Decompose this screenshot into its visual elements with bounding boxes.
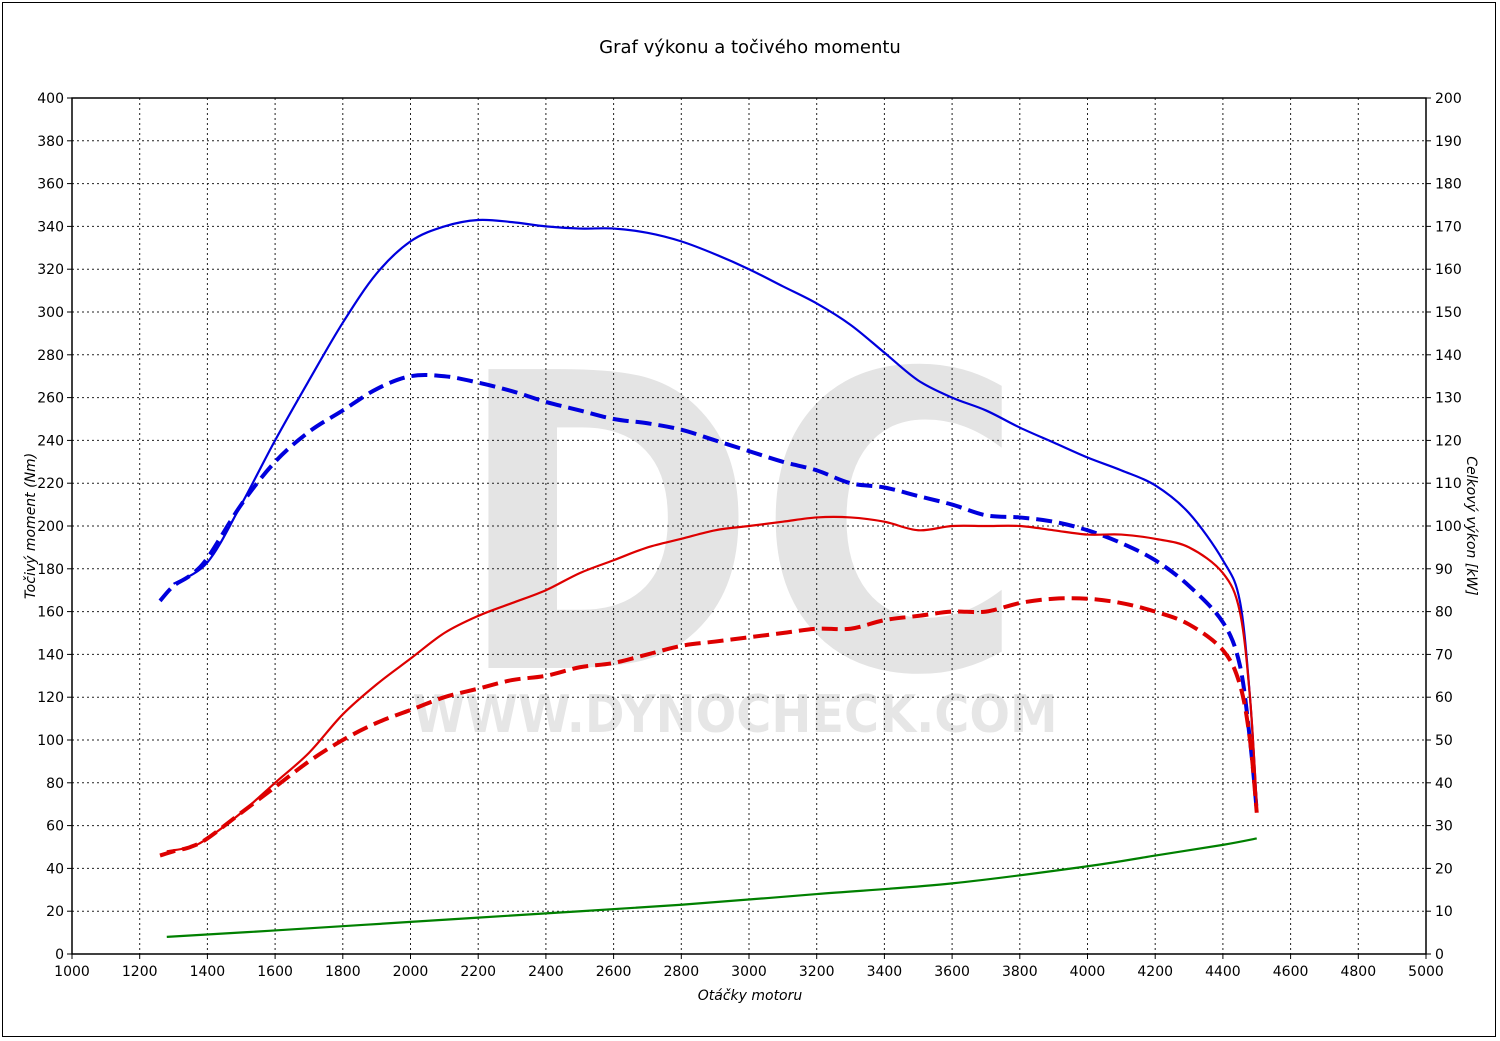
y-right-tick-label: 0 (1435, 947, 1444, 963)
y-left-tick-label: 280 (37, 348, 64, 364)
y-right-tick-label: 170 (1435, 219, 1462, 235)
y-right-tick-label: 180 (1435, 177, 1462, 193)
power-tuned-line (166, 515, 1258, 853)
y-right-tick-label: 150 (1435, 305, 1462, 321)
y-right-tick-label: 190 (1435, 134, 1462, 150)
x-tick-label: 2000 (393, 964, 429, 980)
x-tick-label: 5000 (1408, 964, 1444, 980)
dynocheck-watermark: DC WWW.DYNOCHECK.COM (413, 287, 1058, 765)
x-tick-label: 2200 (460, 964, 496, 980)
x-tick-label: 4800 (1340, 964, 1376, 980)
y-right-tick-label: 70 (1435, 647, 1453, 663)
x-tick-label: 4000 (1070, 964, 1106, 980)
chart-title: Graf výkonu a točivého momentu (599, 37, 901, 58)
y-left-tick-label: 160 (37, 605, 64, 621)
y-right-tick-label: 40 (1435, 776, 1453, 792)
axes: 1000 1200 1400 1600 1800 2000 2200 2400 2600 2800… (37, 91, 1461, 980)
x-tick-label: 1400 (190, 964, 226, 980)
y-right-tick-label: 90 (1435, 562, 1453, 578)
y-left-tick-label: 220 (37, 476, 64, 492)
y-right-tick-label: 130 (1435, 391, 1462, 407)
watermark-url: WWW.DYNOCHECK.COM (413, 685, 1058, 745)
y-left-tick-label: 300 (37, 305, 64, 321)
power-stock-line (159, 596, 1259, 858)
y-left-tick-label: 180 (37, 562, 64, 578)
torque-stock-line (158, 372, 1259, 811)
y-left-tick-label: 100 (37, 733, 64, 749)
x-tick-label: 4200 (1137, 964, 1173, 980)
y-left-tick-label: 40 (46, 861, 64, 877)
x-tick-label: 1000 (54, 964, 90, 980)
y-right-tick-label: 200 (1435, 91, 1462, 107)
x-tick-label: 3600 (934, 964, 970, 980)
series-lines (158, 218, 1259, 938)
y-left-axis-label: Točivý moment (Nm) (23, 453, 39, 599)
y-left-tick-label: 240 (37, 433, 64, 449)
y-left-tick-label: 360 (37, 177, 64, 193)
y-right-tick-label: 60 (1435, 690, 1453, 706)
x-tick-label: 4400 (1205, 964, 1241, 980)
x-tick-label: 3400 (867, 964, 903, 980)
x-tick-label: 1200 (122, 964, 158, 980)
y-right-axis-label: Celkový výkon [kW] (1463, 456, 1479, 595)
y-left-tick-label: 0 (55, 947, 64, 963)
y-left-tick-label: 320 (37, 262, 64, 278)
y-right-tick-label: 50 (1435, 733, 1453, 749)
y-right-tick-label: 80 (1435, 605, 1453, 621)
y-left-tick-label: 340 (37, 219, 64, 235)
y-left-tick-label: 60 (46, 819, 64, 835)
x-axis-label: Otáčky motoru (698, 988, 803, 1004)
y-left-tick-label: 200 (37, 519, 64, 535)
y-left-tick-label: 20 (46, 904, 64, 920)
y-left-tick-label: 380 (37, 134, 64, 150)
x-tick-label: 1600 (257, 964, 293, 980)
y-right-tick-label: 20 (1435, 861, 1453, 877)
x-tick-label: 1800 (325, 964, 361, 980)
x-tick-label: 2800 (663, 964, 699, 980)
y-left-tick-label: 260 (37, 391, 64, 407)
loss-power-line (166, 837, 1257, 938)
x-tick-label: 4600 (1273, 964, 1309, 980)
y-right-tick-label: 10 (1435, 904, 1453, 920)
plot-border (71, 97, 1427, 955)
y-right-tick-label: 30 (1435, 819, 1453, 835)
y-left-tick-label: 80 (46, 776, 64, 792)
x-tick-label: 2600 (596, 964, 632, 980)
x-tick-label: 3800 (1002, 964, 1038, 980)
y-left-tick-label: 120 (37, 690, 64, 706)
y-right-tick-label: 140 (1435, 348, 1462, 364)
y-right-tick-label: 100 (1435, 519, 1462, 535)
y-right-tick-label: 160 (1435, 262, 1462, 278)
y-right-tick-label: 120 (1435, 433, 1462, 449)
y-left-tick-label: 400 (37, 91, 64, 107)
torque-tuned-line (172, 218, 1258, 805)
y-right-tick-label: 110 (1435, 476, 1462, 492)
x-tick-label: 2400 (528, 964, 564, 980)
x-tick-label: 3000 (731, 964, 767, 980)
x-tick-label: 3200 (799, 964, 835, 980)
y-left-tick-label: 140 (37, 647, 64, 663)
